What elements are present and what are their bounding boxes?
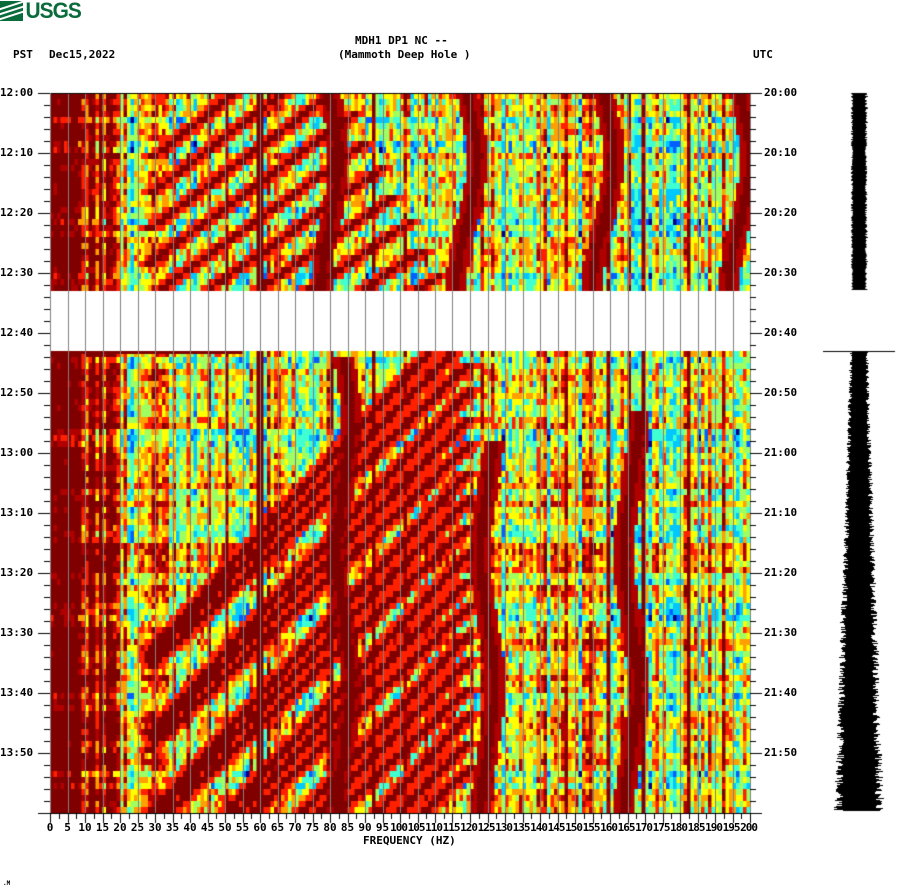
- y-tick-left: 12:50: [0, 386, 34, 399]
- x-tick: 5: [64, 821, 71, 834]
- y-tick-right: 21:30: [764, 626, 798, 639]
- y-tick-right: 20:40: [764, 326, 798, 339]
- x-tick: 115: [442, 821, 461, 834]
- y-tick-left: 13:20: [0, 566, 34, 579]
- x-tick: 70: [288, 821, 302, 834]
- y-tick-right: 21:50: [764, 746, 798, 759]
- x-tick: 120: [460, 821, 478, 834]
- x-tick: 165: [617, 821, 636, 834]
- x-tick: 185: [687, 821, 706, 834]
- x-tick: 80: [323, 821, 337, 834]
- y-tick-left: 13:40: [0, 686, 34, 699]
- x-tick: 130: [495, 821, 513, 834]
- x-tick: 145: [547, 821, 566, 834]
- y-tick-right: 20:50: [764, 386, 798, 399]
- x-tick: 40: [183, 821, 197, 834]
- x-tick: 0: [46, 821, 54, 834]
- y-tick-left: 13:10: [0, 506, 34, 519]
- y-tick-left: 12:30: [0, 266, 34, 279]
- x-tick: 30: [148, 821, 162, 834]
- y-tick-left: 12:20: [0, 206, 34, 219]
- x-tick: 90: [358, 821, 372, 834]
- y-tick-left: 12:00: [0, 86, 34, 99]
- y-tick-right: 21:00: [764, 446, 798, 459]
- x-tick: 35: [165, 821, 180, 834]
- x-tick: 135: [512, 821, 531, 834]
- x-tick: 180: [670, 821, 688, 834]
- x-tick: 160: [600, 821, 618, 834]
- x-tick: 175: [652, 821, 671, 834]
- y-tick-right: 21:40: [764, 686, 798, 699]
- x-tick: 45: [200, 821, 215, 834]
- y-tick-left: 13:50: [0, 746, 34, 759]
- x-tick: 75: [305, 821, 320, 834]
- x-tick: 110: [425, 821, 443, 834]
- y-tick-right: 21:20: [764, 566, 798, 579]
- y-tick-left: 13:30: [0, 626, 34, 639]
- x-tick: 65: [270, 821, 285, 834]
- x-tick: 55: [235, 821, 250, 834]
- x-tick: 20: [113, 821, 127, 834]
- x-tick: 15: [95, 821, 110, 834]
- x-tick: 10: [78, 821, 92, 834]
- x-tick: 100: [390, 821, 408, 834]
- x-tick: 190: [705, 821, 723, 834]
- x-tick: 155: [582, 821, 601, 834]
- x-tick: 85: [340, 821, 355, 834]
- x-tick: 170: [635, 821, 653, 834]
- x-tick: 60: [253, 821, 267, 834]
- x-tick: 150: [565, 821, 583, 834]
- y-tick-left: 12:10: [0, 146, 34, 159]
- y-tick-right: 20:30: [764, 266, 798, 279]
- x-tick: 195: [722, 821, 741, 834]
- x-tick: 140: [530, 821, 548, 834]
- y-tick-left: 12:40: [0, 326, 34, 339]
- x-tick: 105: [407, 821, 426, 834]
- corner-mark: .M: [3, 880, 11, 887]
- y-tick-left: 13:00: [0, 446, 34, 459]
- x-tick: 200: [740, 821, 758, 834]
- x-tick: 125: [477, 821, 496, 834]
- x-tick: 95: [375, 821, 390, 834]
- x-tick: 25: [130, 821, 145, 834]
- y-tick-right: 20:10: [764, 146, 798, 159]
- y-tick-right: 20:00: [764, 86, 798, 99]
- y-tick-right: 21:10: [764, 506, 798, 519]
- x-tick: 50: [218, 821, 232, 834]
- y-tick-right: 20:20: [764, 206, 798, 219]
- x-axis-title: FREQUENCY (HZ): [363, 834, 456, 847]
